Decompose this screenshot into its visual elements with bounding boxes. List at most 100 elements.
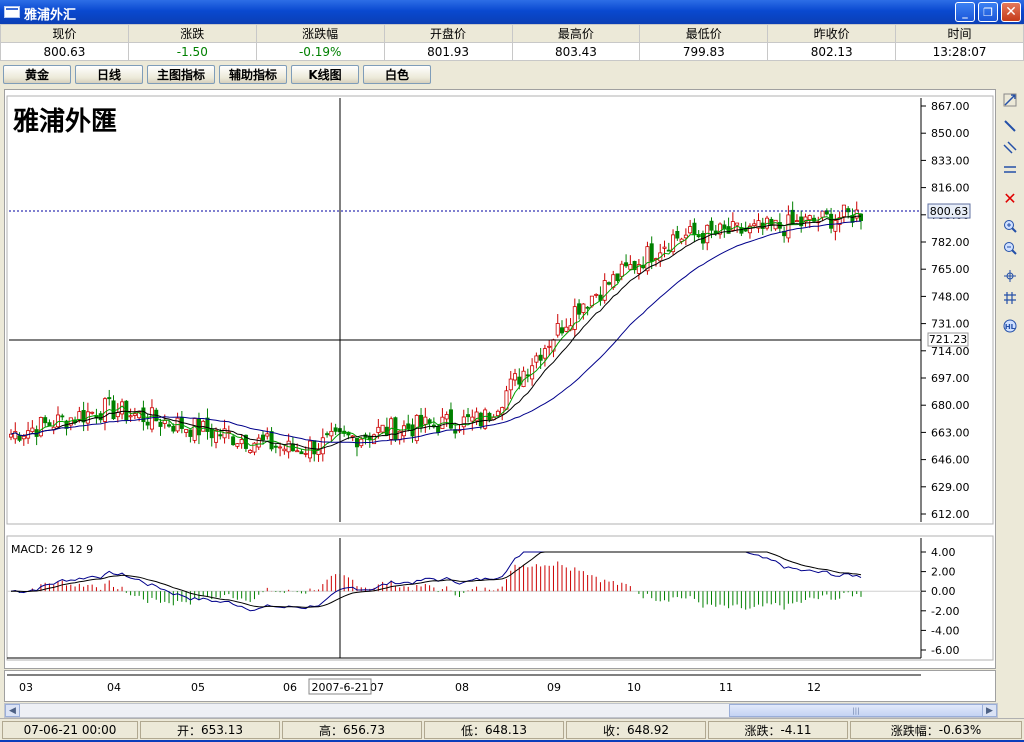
candle-body — [235, 443, 240, 447]
chart-area[interactable]: 867.00850.00833.00816.00799.00782.00765.… — [4, 89, 996, 669]
candle-body — [102, 398, 107, 422]
app-icon — [4, 6, 20, 18]
candle-body — [474, 411, 479, 422]
zoom-out-icon[interactable] — [1001, 239, 1019, 257]
candle-body — [606, 282, 611, 285]
white-theme-button[interactable]: 白色 — [363, 65, 431, 84]
ma-line — [10, 215, 862, 450]
drawing-toolbar: ✕ HL — [997, 89, 1022, 339]
horizontal-lines-icon[interactable] — [1001, 161, 1019, 179]
candle-body — [436, 425, 441, 433]
month-label: 06 — [283, 681, 297, 694]
candle-body — [632, 260, 637, 271]
candle-body — [171, 425, 176, 432]
status-low: 低： 648.13 — [424, 721, 564, 739]
daily-button[interactable]: 日线 — [75, 65, 143, 84]
window-bottom-border — [0, 740, 1024, 742]
candle-body — [602, 280, 607, 301]
close-button[interactable]: ✕ — [1001, 2, 1021, 22]
candle-body — [846, 208, 851, 213]
candle-body — [624, 262, 629, 267]
candle-body — [589, 295, 594, 307]
candle-body — [55, 414, 60, 428]
parallel-lines-icon[interactable] — [1001, 139, 1019, 157]
macd-tick-label: -6.00 — [931, 644, 959, 657]
candle-body — [517, 376, 522, 385]
candle-body — [671, 234, 676, 253]
horizontal-scrollbar[interactable]: ◀ ||| ▶ — [4, 703, 998, 718]
sub-indicator-button[interactable]: 辅助指标 — [219, 65, 287, 84]
candle-body — [231, 436, 236, 446]
month-label: 09 — [547, 681, 561, 694]
scroll-left-arrow[interactable]: ◀ — [5, 704, 20, 717]
minimize-button[interactable]: _ — [955, 2, 975, 22]
candle-body — [380, 424, 385, 433]
candle-body — [273, 445, 278, 448]
candle-body — [448, 409, 453, 429]
price-axis-ticks: 867.00850.00833.00816.00799.00782.00765.… — [921, 100, 970, 521]
status-close: 收： 648.92 — [566, 721, 706, 739]
status-change-pct-value: -0.63% — [938, 723, 982, 737]
scroll-thumb[interactable]: ||| — [729, 704, 983, 717]
line-icon[interactable] — [1001, 117, 1019, 135]
candle-body — [709, 220, 714, 231]
candle-body — [21, 435, 26, 440]
price-tick-label: 629.00 — [931, 481, 970, 494]
candle-body — [111, 400, 116, 420]
candle-body — [585, 306, 590, 309]
candle-body — [303, 452, 308, 455]
price-tick-label: 612.00 — [931, 508, 970, 521]
candle-body — [90, 411, 95, 414]
price-tick-label: 748.00 — [931, 290, 970, 303]
macd-tick-label: -4.00 — [931, 624, 959, 637]
candle-body — [807, 215, 812, 221]
crosshair-icon[interactable] — [1001, 267, 1019, 285]
crosshair-price-tag — [927, 332, 969, 347]
candle-body — [820, 210, 825, 218]
candle-body — [692, 222, 697, 236]
candle-body — [423, 416, 428, 425]
candle-body — [611, 274, 616, 288]
macd-title: MACD: 26 12 9 — [11, 543, 93, 556]
macd-layer — [7, 551, 921, 612]
price-tick-label: 782.00 — [931, 236, 970, 249]
candle-body — [188, 429, 193, 437]
candle-body — [735, 222, 740, 226]
price-tick-label: 646.00 — [931, 454, 970, 467]
month-labels: 03 04 05 06 07 08 09 10 11 12 — [19, 681, 821, 694]
candle-body — [508, 378, 513, 391]
candle-body — [547, 345, 552, 348]
gold-button[interactable]: 黄金 — [3, 65, 71, 84]
candle-body — [13, 431, 18, 440]
candle-body — [145, 421, 150, 426]
low-price-value: 799.83 — [639, 42, 769, 61]
candle-body — [500, 407, 505, 415]
hl-icon[interactable]: HL — [1001, 317, 1019, 335]
maximize-button[interactable]: ❐ — [978, 2, 998, 22]
candle-body — [594, 294, 599, 296]
open-price-value: 801.93 — [383, 42, 513, 61]
delete-icon[interactable]: ✕ — [1003, 188, 1017, 208]
candle-body — [666, 249, 671, 252]
candle-body — [628, 264, 633, 270]
zoom-in-icon[interactable] — [1001, 217, 1019, 235]
main-indicator-button[interactable]: 主图指标 — [147, 65, 215, 84]
price-tick-label: 833.00 — [931, 154, 970, 167]
current-price-tag — [927, 203, 971, 219]
candle-body — [538, 354, 543, 361]
candle-body — [530, 365, 535, 380]
quote-header: 最高价 — [511, 24, 641, 43]
kline-chart[interactable]: 867.00850.00833.00816.00799.00782.00765.… — [5, 90, 997, 670]
candle-body — [675, 230, 680, 239]
scroll-right-arrow[interactable]: ▶ — [982, 704, 997, 717]
cursor-icon[interactable] — [1001, 91, 1019, 109]
candle-body — [265, 433, 270, 437]
candle-body — [81, 409, 86, 423]
status-bar: 07-06-21 00:00 开： 653.13 高： 656.73 低： 648.1… — [0, 718, 1024, 740]
grid-icon[interactable] — [1001, 289, 1019, 307]
candle-body — [794, 220, 799, 223]
candle-body — [218, 434, 223, 437]
kline-button[interactable]: K线图 — [291, 65, 359, 84]
candle-body — [325, 433, 330, 436]
candle-body — [649, 243, 654, 262]
